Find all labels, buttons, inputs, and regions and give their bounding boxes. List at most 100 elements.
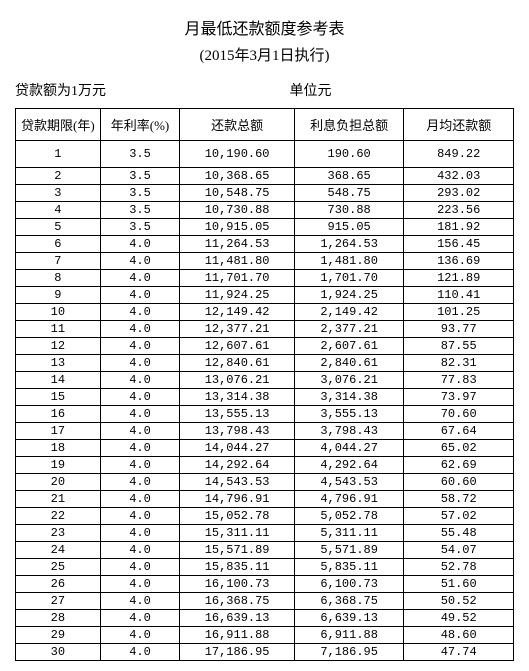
table-row: 23.510,368.65368.65432.03 [16,168,514,185]
table-cell: 8 [16,270,101,287]
table-row: 13.510,190.60190.60849.22 [16,141,514,168]
table-cell: 16,639.13 [180,610,295,627]
table-cell: 25 [16,559,101,576]
table-row: 154.013,314.383,314.3873.97 [16,389,514,406]
table-row: 254.015,835.115,835.1152.78 [16,559,514,576]
table-cell: 3.5 [100,219,180,236]
table-row: 174.013,798.433,798.4367.64 [16,423,514,440]
table-cell: 48.60 [404,627,514,644]
table-cell: 6,911.88 [294,627,404,644]
table-cell: 4.0 [100,610,180,627]
table-cell: 11,924.25 [180,287,295,304]
table-cell: 6,639.13 [294,610,404,627]
table-cell: 3,555.13 [294,406,404,423]
table-cell: 548.75 [294,185,404,202]
table-cell: 4.0 [100,474,180,491]
table-cell: 4 [16,202,101,219]
table-row: 104.012,149.422,149.42101.25 [16,304,514,321]
table-cell: 14,796.91 [180,491,295,508]
table-cell: 4.0 [100,321,180,338]
table-cell: 11,264.53 [180,236,295,253]
table-cell: 12,607.61 [180,338,295,355]
table-cell: 16,100.73 [180,576,295,593]
table-row: 294.016,911.886,911.8848.60 [16,627,514,644]
table-cell: 4.0 [100,423,180,440]
table-cell: 12 [16,338,101,355]
table-cell: 23 [16,525,101,542]
table-cell: 4.0 [100,287,180,304]
table-cell: 67.64 [404,423,514,440]
table-cell: 58.72 [404,491,514,508]
table-row: 74.011,481.801,481.80136.69 [16,253,514,270]
table-row: 304.017,186.957,186.9547.74 [16,644,514,661]
table-cell: 4,292.64 [294,457,404,474]
table-cell: 12,840.61 [180,355,295,372]
table-cell: 16,911.88 [180,627,295,644]
table-cell: 3,314.38 [294,389,404,406]
page-title: 月最低还款额度参考表 [15,15,514,39]
col-header-year: 贷款期限(年) [16,109,101,141]
table-cell: 13,555.13 [180,406,295,423]
meta-row: 贷款额为1万元 单位元 [15,80,514,100]
table-cell: 57.02 [404,508,514,525]
table-row: 224.015,052.785,052.7857.02 [16,508,514,525]
table-cell: 3,798.43 [294,423,404,440]
table-row: 234.015,311.115,311.1155.48 [16,525,514,542]
table-cell: 2,149.42 [294,304,404,321]
table-cell: 29 [16,627,101,644]
table-cell: 7 [16,253,101,270]
col-header-rate: 年利率(%) [100,109,180,141]
table-cell: 181.92 [404,219,514,236]
table-cell: 1,701.70 [294,270,404,287]
table-header-row: 贷款期限(年) 年利率(%) 还款总额 利息负担总额 月均还款额 [16,109,514,141]
table-cell: 4.0 [100,440,180,457]
table-cell: 93.77 [404,321,514,338]
table-cell: 4.0 [100,406,180,423]
table-cell: 10,915.05 [180,219,295,236]
table-cell: 15,052.78 [180,508,295,525]
table-row: 94.011,924.251,924.25110.41 [16,287,514,304]
table-cell: 4.0 [100,338,180,355]
table-cell: 11,481.80 [180,253,295,270]
table-cell: 15,835.11 [180,559,295,576]
table-row: 43.510,730.88730.88223.56 [16,202,514,219]
loan-amount-label: 贷款额为1万元 [15,80,106,100]
table-cell: 4.0 [100,253,180,270]
table-cell: 4.0 [100,542,180,559]
table-cell: 368.65 [294,168,404,185]
table-cell: 6,368.75 [294,593,404,610]
table-row: 164.013,555.133,555.1370.60 [16,406,514,423]
table-body: 13.510,190.60190.60849.2223.510,368.6536… [16,141,514,661]
table-row: 84.011,701.701,701.70121.89 [16,270,514,287]
table-cell: 3 [16,185,101,202]
table-cell: 2,607.61 [294,338,404,355]
table-cell: 2,840.61 [294,355,404,372]
table-cell: 54.07 [404,542,514,559]
table-cell: 4.0 [100,304,180,321]
table-cell: 13,798.43 [180,423,295,440]
table-cell: 223.56 [404,202,514,219]
table-cell: 432.03 [404,168,514,185]
table-cell: 77.83 [404,372,514,389]
table-cell: 12,149.42 [180,304,295,321]
table-cell: 4.0 [100,372,180,389]
table-cell: 4.0 [100,457,180,474]
table-cell: 11 [16,321,101,338]
table-cell: 6 [16,236,101,253]
table-cell: 17,186.95 [180,644,295,661]
unit-label: 单位元 [290,80,332,100]
table-cell: 21 [16,491,101,508]
col-header-month: 月均还款额 [404,109,514,141]
table-cell: 293.02 [404,185,514,202]
table-row: 184.014,044.274,044.2765.02 [16,440,514,457]
table-cell: 12,377.21 [180,321,295,338]
table-cell: 4,543.53 [294,474,404,491]
table-cell: 4.0 [100,491,180,508]
table-row: 33.510,548.75548.75293.02 [16,185,514,202]
table-cell: 11,701.70 [180,270,295,287]
table-cell: 4.0 [100,576,180,593]
table-cell: 4.0 [100,389,180,406]
table-row: 53.510,915.05915.05181.92 [16,219,514,236]
table-cell: 14,543.53 [180,474,295,491]
table-cell: 1,924.25 [294,287,404,304]
